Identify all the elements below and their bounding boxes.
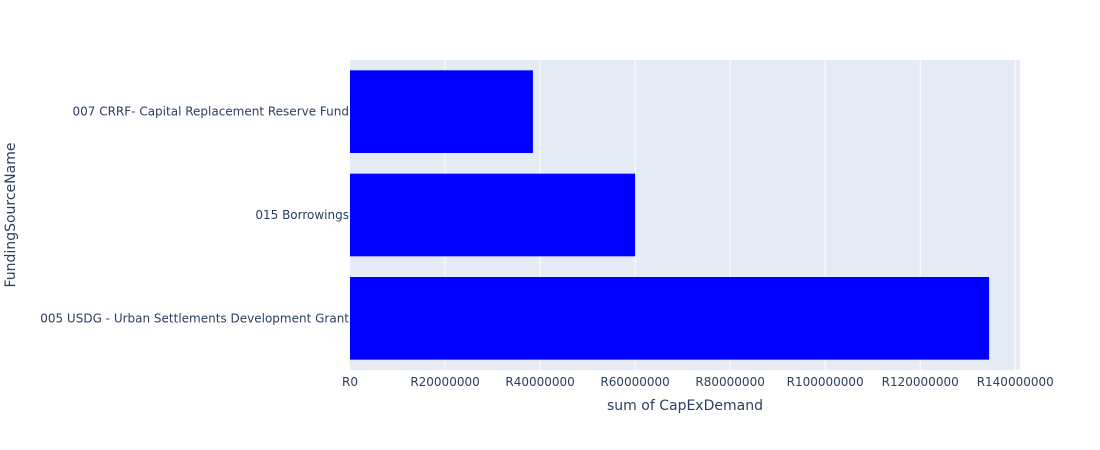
x-tick-label: R0	[342, 375, 358, 389]
y-tick-label: 007 CRRF- Capital Replacement Reserve Fu…	[73, 105, 350, 119]
y-tick-label: 005 USDG - Urban Settlements Development…	[40, 311, 349, 325]
x-tick-label: R120000000	[882, 375, 959, 389]
x-tick-label: R60000000	[600, 375, 669, 389]
bar	[350, 173, 636, 257]
y-axis-ticks: 005 USDG - Urban Settlements Development…	[40, 105, 349, 326]
bars	[350, 70, 990, 360]
x-tick-label: R100000000	[787, 375, 864, 389]
bar	[350, 277, 990, 360]
x-tick-label: R80000000	[695, 375, 764, 389]
x-tick-label: R140000000	[977, 375, 1054, 389]
y-axis-title: FundingSourceName	[3, 143, 19, 288]
x-axis-title: sum of CapExDemand	[607, 398, 763, 414]
x-tick-label: R20000000	[410, 375, 479, 389]
x-tick-label: R40000000	[505, 375, 574, 389]
y-tick-label: 015 Borrowings	[255, 208, 349, 222]
x-axis-ticks: R0 R20000000 R40000000 R60000000 R80000000 R1…	[342, 375, 1054, 389]
bar	[350, 70, 533, 153]
